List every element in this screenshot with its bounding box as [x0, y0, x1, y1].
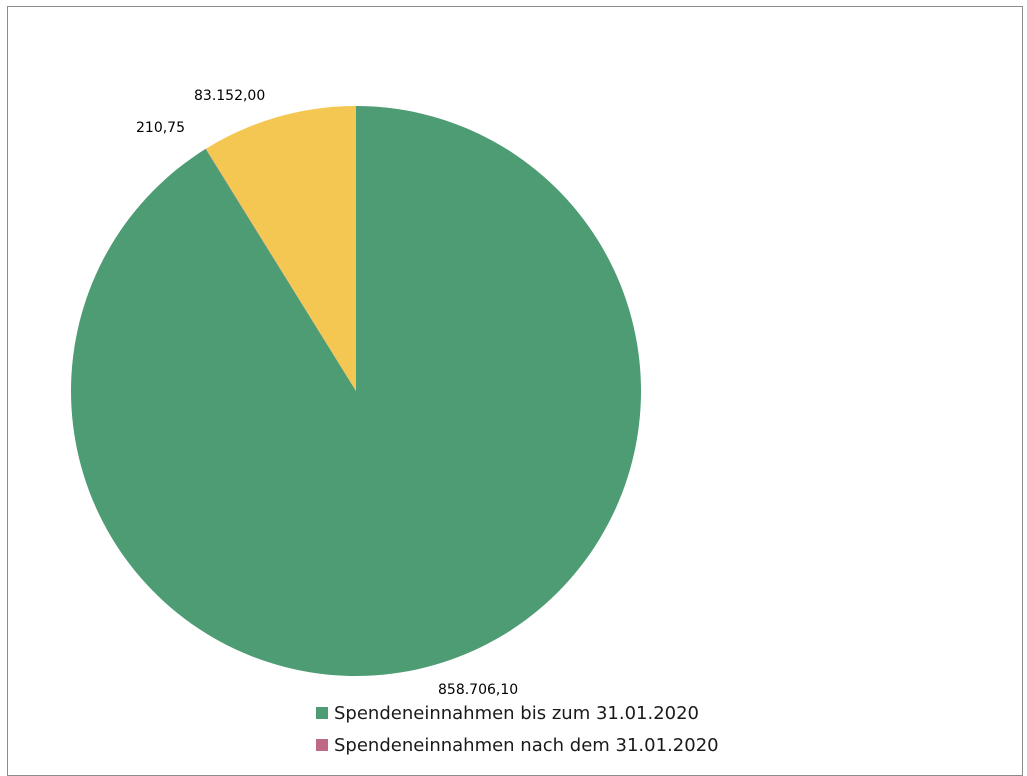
legend-label-nach: Spendeneinnahmen nach dem 31.01.2020 [334, 734, 719, 756]
legend-label-bis: Spendeneinnahmen bis zum 31.01.2020 [334, 702, 700, 724]
legend-item-nach: Spendeneinnahmen nach dem 31.01.2020 [316, 729, 719, 761]
pie-data-label-3: 83.152,00 [194, 88, 265, 104]
legend-swatch-bis [316, 707, 328, 719]
legend: Spendeneinnahmen bis zum 31.01.2020 Spen… [316, 697, 719, 761]
legend-swatch-nach [316, 739, 328, 751]
pie-data-labels: 858.706,10 210,75 83.152,00 [136, 88, 518, 698]
pie-slices [71, 106, 642, 677]
pie-slice-3 [205, 106, 356, 391]
pie-slice-2 [205, 148, 356, 391]
pie-slice-1 [71, 106, 642, 677]
legend-item-bis: Spendeneinnahmen bis zum 31.01.2020 [316, 697, 719, 729]
pie-data-label-2: 210,75 [136, 120, 185, 136]
pie-data-label-1: 858.706,10 [438, 682, 518, 698]
